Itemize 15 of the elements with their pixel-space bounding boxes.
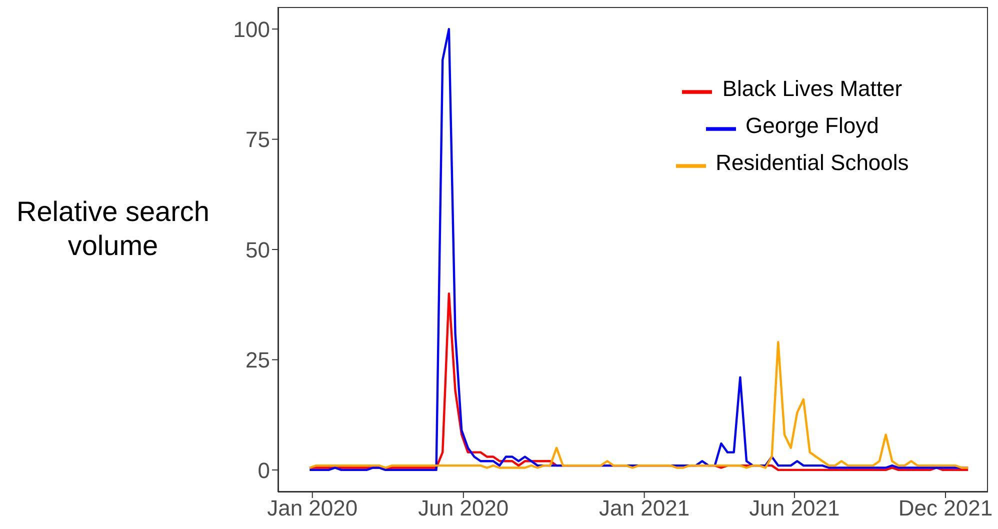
y-tick-label: 100: [233, 16, 270, 42]
legend-label: Residential Schools: [716, 150, 909, 175]
x-tick-label: Dec 2021: [898, 496, 993, 521]
x-tick-label: Jun 2020: [418, 496, 509, 521]
line-series: [308, 340, 970, 469]
y-tick-label: 75: [246, 127, 270, 152]
legend-label: Black Lives Matter: [722, 76, 902, 101]
legend-label: George Floyd: [746, 113, 879, 138]
y-axis-title: Relative search volume: [16, 195, 210, 263]
y-tick-label: 25: [246, 348, 270, 373]
x-tick-label: Jan 2020: [267, 496, 358, 521]
x-tick-label: Jun 2021: [749, 496, 840, 521]
x-tick-label: Jan 2021: [599, 496, 690, 521]
y-tick-label: 0: [258, 458, 270, 483]
y-tick-label: 50: [246, 237, 270, 262]
